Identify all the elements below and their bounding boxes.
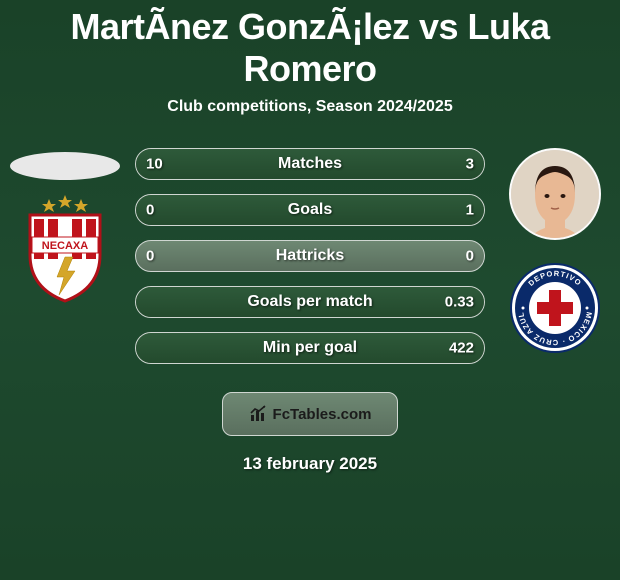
stat-value-left: 0 xyxy=(146,248,154,265)
player-left-photo xyxy=(10,152,120,180)
stat-value-right: 422 xyxy=(449,340,474,357)
left-player-column: NECAXA xyxy=(0,148,130,298)
stat-label: Goals per match xyxy=(247,293,372,311)
right-player-column: DEPORTIVO MEXICO · CRUZ AZUL xyxy=(490,148,620,358)
page-subtitle: Club competitions, Season 2024/2025 xyxy=(0,98,620,116)
brand-chart-icon xyxy=(249,405,269,423)
stat-value-left: 0 xyxy=(146,202,154,219)
stat-row: 0 0 Hattricks xyxy=(135,240,485,272)
page-title: MartÃ­nez GonzÃ¡lez vs Luka Romero xyxy=(0,0,620,90)
svg-text:NECAXA: NECAXA xyxy=(42,240,89,252)
comparison-main: NECAXA xyxy=(0,148,620,474)
stat-row: 10 3 Matches xyxy=(135,148,485,180)
stat-value-right: 1 xyxy=(466,202,474,219)
stat-value-right: 0.33 xyxy=(445,294,474,311)
stat-label: Min per goal xyxy=(263,339,357,357)
brand-text: FcTables.com xyxy=(273,406,372,423)
stat-fill-left xyxy=(136,149,404,179)
stats-list: 10 3 Matches 0 1 Goals 0 0 Hattricks 0.33 Goals pe… xyxy=(135,148,485,364)
club-badge-left: NECAXA xyxy=(15,198,115,298)
brand-box[interactable]: FcTables.com xyxy=(222,392,398,436)
date-text: 13 february 2025 xyxy=(0,454,620,474)
stat-label: Goals xyxy=(288,201,332,219)
stat-row: 0.33 Goals per match xyxy=(135,286,485,318)
stat-row: 422 Min per goal xyxy=(135,332,485,364)
stat-value-left: 10 xyxy=(146,156,163,173)
stat-value-right: 0 xyxy=(466,248,474,265)
stat-value-right: 3 xyxy=(466,156,474,173)
stat-label: Matches xyxy=(278,155,342,173)
stat-row: 0 1 Goals xyxy=(135,194,485,226)
player-right-photo xyxy=(509,148,601,240)
stat-label: Hattricks xyxy=(276,247,344,265)
club-badge-right: DEPORTIVO MEXICO · CRUZ AZUL xyxy=(505,258,605,358)
